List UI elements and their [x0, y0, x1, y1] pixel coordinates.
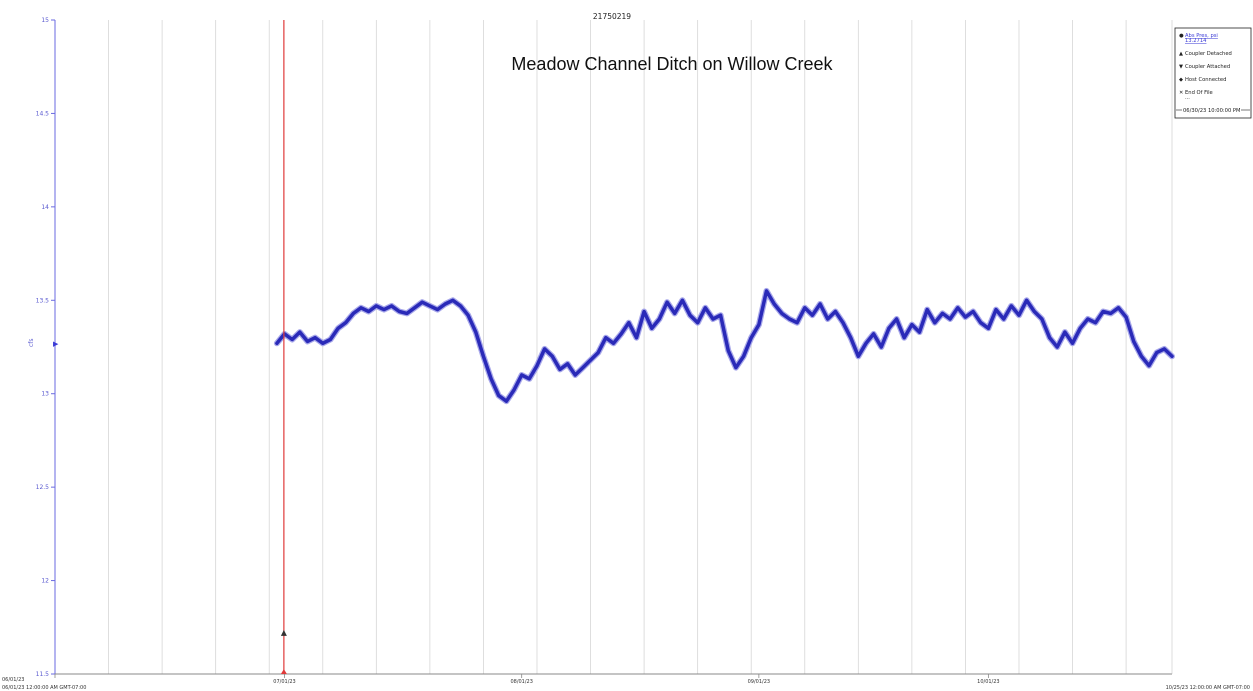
legend-value: ... [1185, 95, 1190, 101]
legend-symbol: ◆ [1179, 77, 1183, 83]
serial-number: 21750219 [593, 12, 631, 21]
x-tick-label: 07/01/23 [273, 679, 295, 685]
y-tick-label: 14.5 [36, 110, 50, 117]
legend-label: Coupler Detached [1185, 51, 1232, 57]
coupler-detached-marker [280, 629, 287, 636]
y-tick-label: 13.5 [36, 297, 50, 304]
series-line [275, 289, 1174, 403]
legend-value: 13.2714 [1185, 38, 1207, 44]
legend-cursor-time: 06/30/23 10:00:00 PM [1183, 108, 1241, 114]
y-tick-label: 14 [41, 204, 49, 211]
y-tick-label: 11.5 [36, 671, 50, 678]
y-tick-label: 12 [41, 578, 49, 585]
legend-symbol: ▼ [1179, 64, 1183, 70]
legend-label: Coupler Attached [1185, 64, 1230, 70]
cursor-bottom-marker [280, 669, 287, 674]
gridlines [108, 20, 1127, 674]
x-end-datetime-label: 10/25/23 12:00:00 AM GMT-07:00 [1166, 685, 1250, 691]
legend-symbol: ● [1179, 33, 1184, 39]
legend-symbol: ▲ [1179, 51, 1183, 57]
x-start-date-label: 06/01/23 [2, 677, 24, 683]
legend-symbol: ✕ [1179, 90, 1183, 96]
x-tick-label: 10/01/23 [977, 679, 999, 685]
y-axis-ticks: 15 14.5 14 13.5 13 12.5 12 11.5 [36, 17, 55, 678]
event-markers [280, 629, 287, 674]
legend-label[interactable]: Abs Pres, psi [1185, 33, 1218, 39]
chart-title: Meadow Channel Ditch on Willow Creek [511, 54, 833, 74]
legend-label: End Of File [1185, 90, 1213, 96]
x-start-datetime-label: 06/01/23 12:00:00 AM GMT-07:00 [2, 685, 86, 691]
y-tick-label: 12.5 [36, 484, 50, 491]
y-tick-label: 15 [41, 17, 49, 24]
x-axis-ticks: 07/01/23 08/01/23 09/01/23 10/01/23 [54, 674, 1000, 685]
y-axis-cursor-marker[interactable]: ▶ [53, 340, 59, 348]
x-tick-label: 09/01/23 [748, 679, 770, 685]
y-axis-label: cfs [28, 338, 35, 347]
y-tick-label: 13 [41, 391, 49, 398]
series-layer [273, 287, 1175, 405]
legend-label: Host Connected [1185, 77, 1226, 83]
x-tick-label: 08/01/23 [510, 679, 532, 685]
legend-frame [1174, 27, 1252, 119]
